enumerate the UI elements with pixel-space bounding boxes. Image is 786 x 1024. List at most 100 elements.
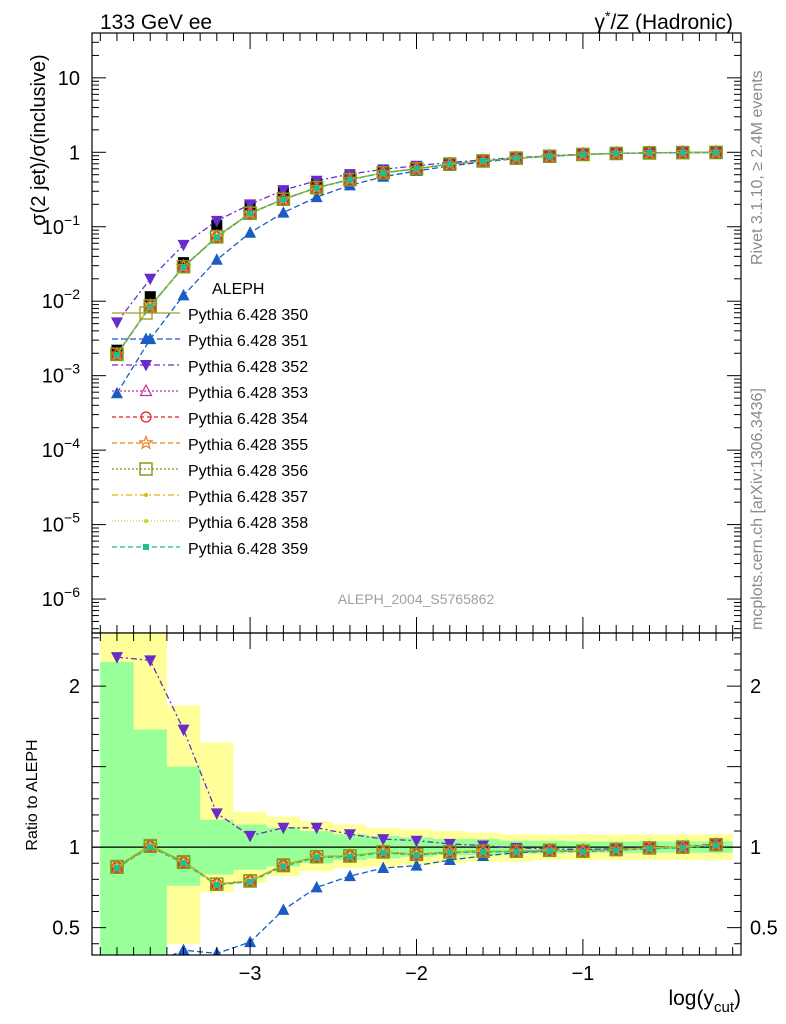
main-point-356-1 — [143, 299, 157, 313]
ratio-point-352-4 — [244, 830, 257, 843]
ratio-data-layer — [109, 652, 724, 993]
legend-marker-352 — [140, 360, 152, 372]
ratio-point-351-1 — [144, 958, 156, 970]
legend-entry-357: Pythia 6.428 357 — [112, 489, 308, 506]
ratio-y-tick-label-right-1: 1 — [750, 837, 761, 859]
main-point-359-15 — [613, 150, 620, 157]
ratio-y-tick-label-right-0: 0.5 — [750, 918, 778, 940]
main-series-359 — [113, 149, 720, 358]
main-point-aleph-0 — [111, 344, 123, 356]
main-series-358 — [114, 150, 719, 357]
ratio-point-351-5 — [277, 903, 290, 915]
ratio-point-351-0 — [111, 981, 123, 993]
legend-label-354: Pythia 6.428 354 — [188, 411, 308, 428]
legend-entry-350: Pythia 6.428 350 — [112, 306, 308, 324]
rivet-label: Rivet 3.1.10, ≥ 2.4M events — [749, 70, 766, 265]
analysis-id-label: ALEPH_2004_S5765862 — [338, 591, 495, 607]
main-point-356-9 — [409, 162, 424, 176]
ratio-point-352-7 — [343, 829, 356, 841]
legend-entry-aleph: ALEPH — [212, 281, 264, 298]
main-point-351-4 — [244, 226, 257, 238]
main-point-356-3 — [210, 230, 224, 244]
ratio-point-359-9 — [413, 852, 420, 859]
legend: ALEPH Pythia 6.428 350 Pythia 6.428 351 Pyt… — [112, 281, 308, 558]
ratio-panel: 0.5 0.5 1 1 2 2 −3 −2 −1 — [52, 632, 778, 993]
main-series-line-353 — [116, 151, 717, 355]
ratio-point-359-10 — [446, 849, 453, 856]
main-point-351-0 — [110, 386, 123, 399]
main-y-axis-label: σ(2 jet)/σ(inclusive) — [28, 54, 50, 225]
main-series-aleph — [111, 146, 722, 356]
main-point-351-3 — [210, 253, 223, 265]
main-point-359-10 — [446, 161, 453, 168]
main-series-350 — [110, 145, 723, 361]
main-point-359-4 — [247, 210, 254, 217]
main-series-line-358 — [116, 151, 717, 355]
ratio-point-359-16 — [646, 845, 653, 852]
ratio-point-351-10 — [443, 853, 456, 866]
main-series-line-357 — [116, 151, 717, 355]
ratio-y-axis-label: Ratio to ALEPH — [24, 739, 41, 850]
main-point-359-14 — [579, 151, 586, 158]
legend-label-352: Pythia 6.428 352 — [188, 359, 308, 376]
legend-marker-351 — [140, 332, 152, 344]
main-y-tick-label-7: 10 — [58, 68, 80, 90]
main-point-356-5 — [276, 192, 291, 206]
ratio-point-359-15 — [613, 847, 620, 854]
legend-label-357: Pythia 6.428 357 — [188, 489, 308, 506]
main-series-line-352 — [116, 151, 717, 323]
ratio-point-359-1 — [147, 844, 154, 851]
legend-marker-353 — [139, 383, 153, 397]
main-series-line-359 — [116, 151, 717, 356]
ratio-point-356-8 — [376, 845, 390, 859]
main-series-line-351 — [116, 151, 717, 394]
main-data-layer — [109, 144, 724, 399]
legend-label-356: Pythia 6.428 356 — [188, 463, 308, 480]
main-point-359-8 — [380, 169, 387, 176]
legend-label-350: Pythia 6.428 350 — [188, 307, 308, 324]
main-point-359-12 — [513, 155, 520, 162]
x-tick-label-2: −1 — [572, 963, 595, 985]
legend-entry-354: Pythia 6.428 354 — [112, 411, 308, 428]
main-point-359-13 — [546, 153, 553, 160]
main-point-359-6 — [313, 184, 320, 191]
ratio-point-356-1 — [143, 839, 157, 854]
legend-label-aleph: ALEPH — [212, 281, 264, 298]
ratio-point-359-17 — [679, 844, 686, 851]
main-point-352-3 — [210, 215, 223, 228]
main-point-356-7 — [343, 172, 357, 187]
main-point-351-6 — [310, 190, 323, 203]
ratio-point-352-8 — [377, 834, 390, 846]
ratio-y-tick-labels: 0.5 0.5 1 1 2 2 — [52, 676, 778, 940]
legend-marker-357 — [144, 493, 148, 497]
legend-marker-350 — [139, 306, 153, 320]
main-point-352-1 — [144, 273, 157, 286]
main-point-351-5 — [277, 206, 290, 218]
main-point-359-7 — [346, 176, 353, 183]
legend-entry-355: Pythia 6.428 355 — [112, 434, 308, 454]
mcplots-label: mcplots.cern.ch [arXiv:1306.3436] — [749, 388, 766, 630]
ratio-point-352-0 — [110, 652, 123, 664]
legend-marker-356 — [139, 462, 153, 476]
ratio-point-359-12 — [513, 848, 520, 855]
legend-marker-355 — [138, 434, 154, 450]
ratio-point-352-5 — [277, 822, 290, 835]
main-y-tick-label-3: 10−3 — [42, 361, 80, 388]
band-inner-1 — [133, 729, 167, 955]
main-point-aleph-2 — [178, 257, 190, 269]
main-series-355 — [109, 144, 724, 362]
ratio-point-352-6 — [310, 822, 323, 835]
legend-label-351: Pythia 6.428 351 — [188, 333, 308, 350]
main-panel: 10−6 10−5 10−4 10−3 10−2 10−1 1 10 — [42, 32, 742, 634]
ratio-point-352-2 — [177, 724, 190, 737]
legend-entry-352: Pythia 6.428 352 — [112, 359, 308, 376]
ratio-point-359-18 — [713, 842, 720, 849]
main-series-353 — [110, 145, 723, 360]
ratio-point-359-4 — [247, 878, 254, 885]
ratio-point-359-2 — [180, 860, 187, 867]
main-y-tick-label-0: 10−6 — [42, 584, 80, 611]
main-point-356-0 — [110, 347, 124, 362]
ratio-point-352-3 — [210, 808, 223, 820]
main-series-354 — [111, 146, 722, 361]
legend-entry-359: Pythia 6.428 359 — [112, 541, 308, 558]
